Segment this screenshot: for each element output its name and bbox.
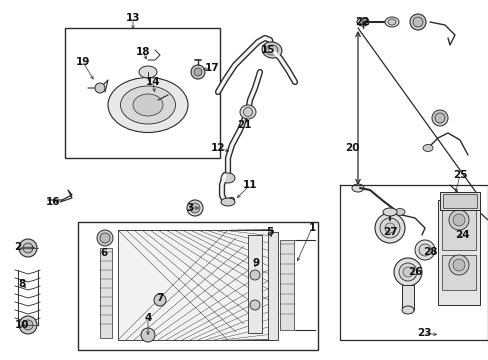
Text: 21: 21 <box>236 120 251 130</box>
Ellipse shape <box>240 105 256 119</box>
Text: 24: 24 <box>454 230 468 240</box>
Circle shape <box>154 294 165 306</box>
Ellipse shape <box>221 198 235 206</box>
Text: 19: 19 <box>76 57 90 67</box>
Circle shape <box>95 83 105 93</box>
Circle shape <box>409 14 425 30</box>
Ellipse shape <box>401 306 413 314</box>
Ellipse shape <box>351 184 363 192</box>
Ellipse shape <box>265 45 278 55</box>
Text: 17: 17 <box>204 63 219 73</box>
Ellipse shape <box>356 18 368 26</box>
Text: 12: 12 <box>210 143 225 153</box>
Bar <box>118 230 272 340</box>
Circle shape <box>194 68 202 76</box>
Ellipse shape <box>359 19 366 24</box>
Bar <box>439 192 479 210</box>
Circle shape <box>23 243 33 253</box>
Circle shape <box>19 316 37 334</box>
Text: 6: 6 <box>100 248 107 258</box>
Circle shape <box>191 65 204 79</box>
Bar <box>441 255 475 290</box>
Circle shape <box>249 300 260 310</box>
Text: 2: 2 <box>14 242 21 252</box>
Text: 25: 25 <box>452 170 467 180</box>
Ellipse shape <box>394 208 404 216</box>
Ellipse shape <box>384 17 398 27</box>
Text: 11: 11 <box>242 180 257 190</box>
Text: 8: 8 <box>19 279 25 289</box>
Circle shape <box>141 328 155 342</box>
Circle shape <box>23 320 33 330</box>
Bar <box>442 194 476 208</box>
Ellipse shape <box>387 19 395 25</box>
Circle shape <box>393 258 421 286</box>
Ellipse shape <box>382 208 396 216</box>
Circle shape <box>249 270 260 280</box>
Ellipse shape <box>422 144 432 152</box>
Circle shape <box>452 259 464 271</box>
Circle shape <box>448 255 468 275</box>
Bar <box>280 240 293 330</box>
Circle shape <box>379 218 399 238</box>
Circle shape <box>19 239 37 257</box>
Bar <box>65 28 220 158</box>
Ellipse shape <box>133 94 163 116</box>
Bar <box>401 285 413 310</box>
Ellipse shape <box>243 108 252 117</box>
Circle shape <box>186 200 203 216</box>
Bar <box>437 200 479 305</box>
Text: 15: 15 <box>260 45 275 55</box>
Bar <box>100 248 112 338</box>
Ellipse shape <box>262 42 282 58</box>
Text: 14: 14 <box>145 77 160 87</box>
Circle shape <box>100 233 110 243</box>
Text: 26: 26 <box>407 267 421 277</box>
Text: 4: 4 <box>144 313 151 323</box>
Text: 23: 23 <box>416 328 430 338</box>
Text: 18: 18 <box>136 47 150 57</box>
Circle shape <box>384 223 394 233</box>
Text: 7: 7 <box>156 293 163 303</box>
Circle shape <box>412 17 422 27</box>
Text: 28: 28 <box>422 247 436 257</box>
Circle shape <box>431 110 447 126</box>
Circle shape <box>374 213 404 243</box>
Text: 5: 5 <box>266 227 273 237</box>
Circle shape <box>418 244 430 256</box>
Ellipse shape <box>120 86 175 124</box>
Circle shape <box>190 203 200 213</box>
Bar <box>78 222 317 350</box>
Circle shape <box>97 230 113 246</box>
Bar <box>441 208 475 250</box>
Circle shape <box>402 267 412 277</box>
Text: 9: 9 <box>252 258 259 268</box>
Text: 27: 27 <box>382 227 397 237</box>
Ellipse shape <box>108 77 187 132</box>
Ellipse shape <box>139 66 157 78</box>
Text: 16: 16 <box>46 197 60 207</box>
Bar <box>247 235 262 333</box>
Circle shape <box>434 113 444 123</box>
Text: 1: 1 <box>308 223 315 233</box>
Circle shape <box>398 263 416 281</box>
Text: 3: 3 <box>186 203 193 213</box>
Ellipse shape <box>221 173 235 183</box>
Text: 13: 13 <box>125 13 140 23</box>
Circle shape <box>414 240 434 260</box>
Circle shape <box>452 214 464 226</box>
Text: 22: 22 <box>354 17 368 27</box>
Text: 10: 10 <box>15 320 29 330</box>
Circle shape <box>448 210 468 230</box>
Text: 20: 20 <box>344 143 359 153</box>
Bar <box>267 232 278 340</box>
